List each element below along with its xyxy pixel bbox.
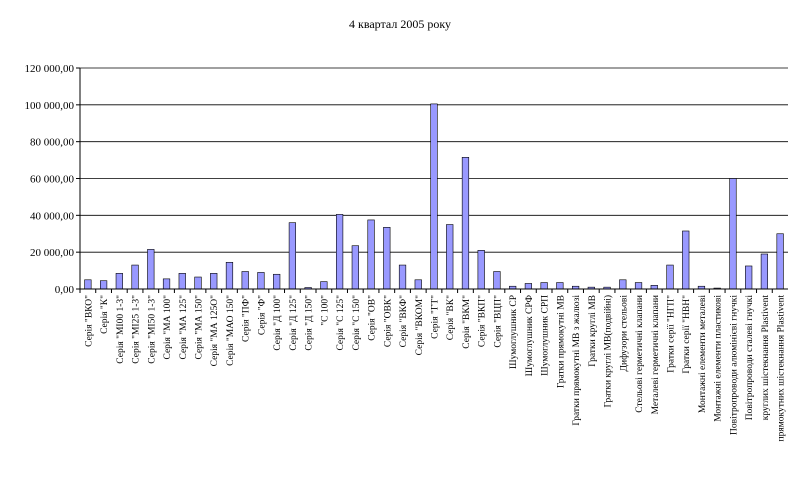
x-tick-label: Шумоглушник СРП	[541, 295, 551, 376]
y-axis-tick-labels: 0,00 20 000,00 40 000,00 60 000,00 80 000,00…	[25, 63, 75, 296]
x-tick-label: Шумоглушник СР	[509, 295, 519, 369]
bar	[729, 178, 737, 290]
bar	[115, 273, 123, 290]
x-tick-label: Серія "ОВК"	[383, 295, 393, 347]
bar	[446, 224, 454, 290]
bar	[524, 283, 533, 290]
x-tick-label: Серія "Д 125"	[289, 295, 299, 351]
x-tick-label: Серія "ВКП"	[478, 295, 488, 347]
bar	[178, 273, 186, 290]
y-tick-label: 20 000,00	[30, 247, 75, 259]
bar	[414, 279, 422, 290]
x-tick-label: Серія "МА 125"	[179, 295, 189, 360]
bar	[540, 282, 548, 290]
bar	[84, 279, 92, 290]
x-tick-label: Серія "С 150"	[352, 295, 362, 351]
bar	[241, 271, 249, 290]
bar	[320, 281, 328, 290]
x-tick-label: Гратки круглі МВ	[588, 295, 598, 367]
bar	[367, 219, 375, 290]
x-tick-label: прямокутних шістекнання Plastivent	[777, 295, 787, 442]
bar	[745, 265, 753, 290]
y-tick-label: 0,00	[55, 284, 75, 296]
bar	[210, 273, 218, 290]
x-tick-label: Серія "ВЦП"	[493, 295, 503, 348]
bar	[147, 249, 155, 290]
x-tick-label: Металеві герметичні клапани	[651, 295, 661, 414]
bar	[273, 273, 281, 290]
x-tick-label: Гратки серії "НГП"	[667, 295, 677, 373]
x-tick-label: Монтажні елементи пластикові	[714, 295, 724, 422]
x-tick-label: Серія "МІ25 1-3"	[132, 295, 142, 364]
bar	[682, 230, 690, 290]
x-tick-label: Гратки круглі МВ(подвійні)	[603, 295, 614, 407]
x-tick-label: Гратки серії "НВН"	[682, 295, 692, 374]
x-tick-label: Серія "Д 150"	[305, 295, 315, 351]
x-tick-label: Серія "МАО 150"	[226, 295, 236, 366]
bar	[493, 271, 501, 290]
bar	[556, 282, 564, 290]
x-tick-label: Серія "ВКМ"	[462, 295, 472, 349]
bar	[131, 264, 139, 290]
bar	[398, 264, 407, 290]
bar	[650, 285, 658, 290]
x-tick-label: Серія "ГТ"	[431, 295, 441, 339]
x-tick-label: Серія "МА 125О"	[210, 295, 220, 366]
x-tick-label: Серія "ВК"	[446, 295, 456, 340]
x-tick-label: Стельові герметичні клапани	[635, 295, 645, 413]
x-tick-label: Серія "К"	[100, 295, 110, 334]
bars	[79, 103, 784, 293]
y-tick-label: 80 000,00	[30, 137, 75, 149]
bar	[619, 279, 627, 290]
bar	[776, 233, 784, 290]
bar	[194, 276, 202, 290]
chart-title: 4 квартал 2005 року	[349, 17, 451, 31]
y-tick-label: 100 000,00	[25, 100, 75, 112]
x-tick-label: Повітропроводи сталеві гнучкі	[745, 295, 755, 421]
x-tick-label: Серія "МІ00 1-3"	[116, 295, 126, 364]
bar	[351, 245, 359, 290]
axes	[79, 68, 788, 290]
x-tick-label: Серія "ПФ"	[242, 295, 252, 342]
x-axis-tick-labels: Серія "ВКО" Серія "К" Серія "МІ00 1-3" Сері…	[84, 295, 786, 442]
y-tick-label: 40 000,00	[30, 210, 75, 222]
bar	[461, 157, 470, 290]
x-tick-label: Шумоглушник СРФ	[525, 295, 535, 377]
x-tick-label: Серія "Ф"	[257, 295, 267, 335]
bar	[383, 227, 391, 290]
x-tick-label: "С 100"	[320, 295, 330, 326]
bar	[430, 103, 438, 290]
x-tick-label: Серія "С 125"	[336, 295, 346, 351]
x-tick-label: Дифузори стельові	[618, 295, 629, 372]
y-tick-label: 60 000,00	[30, 174, 75, 186]
bar	[288, 222, 297, 290]
x-tick-label: Монтажні елементи металеві	[698, 295, 708, 414]
x-tick-label: Повітропроводи алюмінієві гнучкі	[729, 295, 739, 435]
x-tick-label: круглих шістекнання Plastivent	[761, 295, 771, 421]
bar	[225, 261, 234, 290]
x-tick-label: Серія "МІ50 1-3"	[147, 295, 157, 364]
bar	[99, 280, 108, 290]
x-tick-label: Серія "ВКОМ"	[415, 295, 425, 355]
bar	[335, 214, 344, 290]
x-tick-label: Серія "Д 100"	[273, 295, 283, 351]
x-tick-label: Серія "ВКФ"	[399, 295, 409, 347]
bar	[162, 278, 171, 290]
bar	[477, 250, 485, 290]
bar	[760, 253, 769, 290]
bar	[634, 282, 643, 290]
x-tick-label: Серія "МА 150"	[195, 295, 205, 360]
x-tick-label: Серія "МА 100"	[163, 295, 173, 360]
x-tick-label: Серія "ВКО"	[84, 295, 94, 347]
x-tick-label: Серія "ОВ"	[368, 295, 378, 341]
x-tick-label: Гратки прямокутні МВ	[556, 295, 566, 388]
x-tick-label: Гратки прямокутні МВ з жалюзі	[572, 295, 582, 426]
y-tick-label: 120 000,00	[25, 63, 75, 75]
bar	[257, 272, 265, 290]
bar	[666, 264, 674, 290]
